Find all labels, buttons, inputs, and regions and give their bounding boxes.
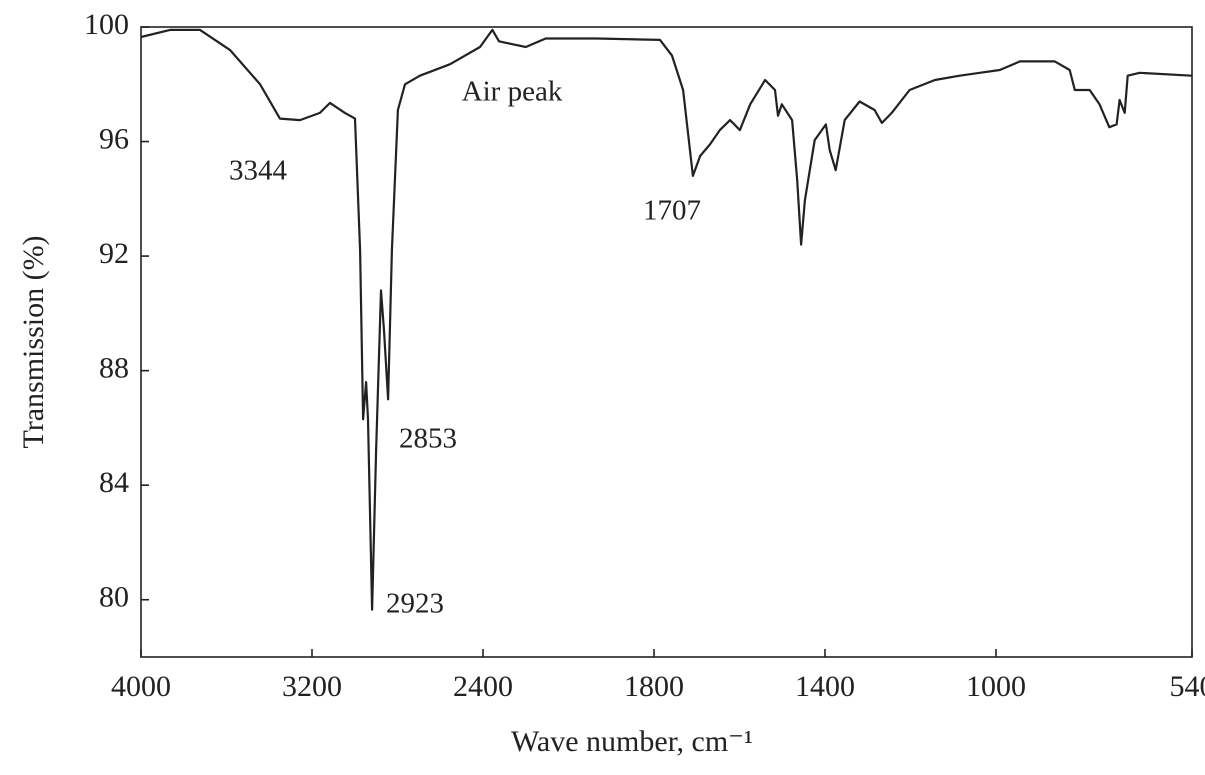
y-tick-label: 80 — [99, 581, 129, 614]
annotation: 1707 — [643, 195, 701, 227]
annotation: 3344 — [229, 155, 288, 187]
y-tick-label: 88 — [99, 352, 129, 385]
x-tick-label: 4000 — [111, 670, 171, 703]
annotation: 2853 — [399, 423, 457, 455]
y-tick-label: 96 — [99, 122, 129, 155]
annotation: 2923 — [386, 588, 444, 620]
y-tick-label: 92 — [99, 237, 129, 270]
x-tick-label: 2400 — [453, 670, 513, 703]
y-tick-label: 84 — [99, 466, 129, 499]
x-tick-label: 1000 — [966, 670, 1026, 703]
spectrum-line — [140, 28, 1192, 611]
x-tick-label: 1400 — [795, 670, 855, 703]
x-tick-label: 1800 — [624, 670, 684, 703]
x-tick-label: 3200 — [282, 670, 342, 703]
x-axis-label: Wave number, cm⁻¹ — [511, 725, 753, 758]
x-tick-label: 540 — [1170, 670, 1205, 703]
plot-frame — [140, 26, 1193, 658]
annotation: Air peak — [462, 76, 563, 108]
y-axis-label: Transmission (%) — [17, 235, 50, 448]
y-tick-label: 100 — [84, 8, 129, 41]
